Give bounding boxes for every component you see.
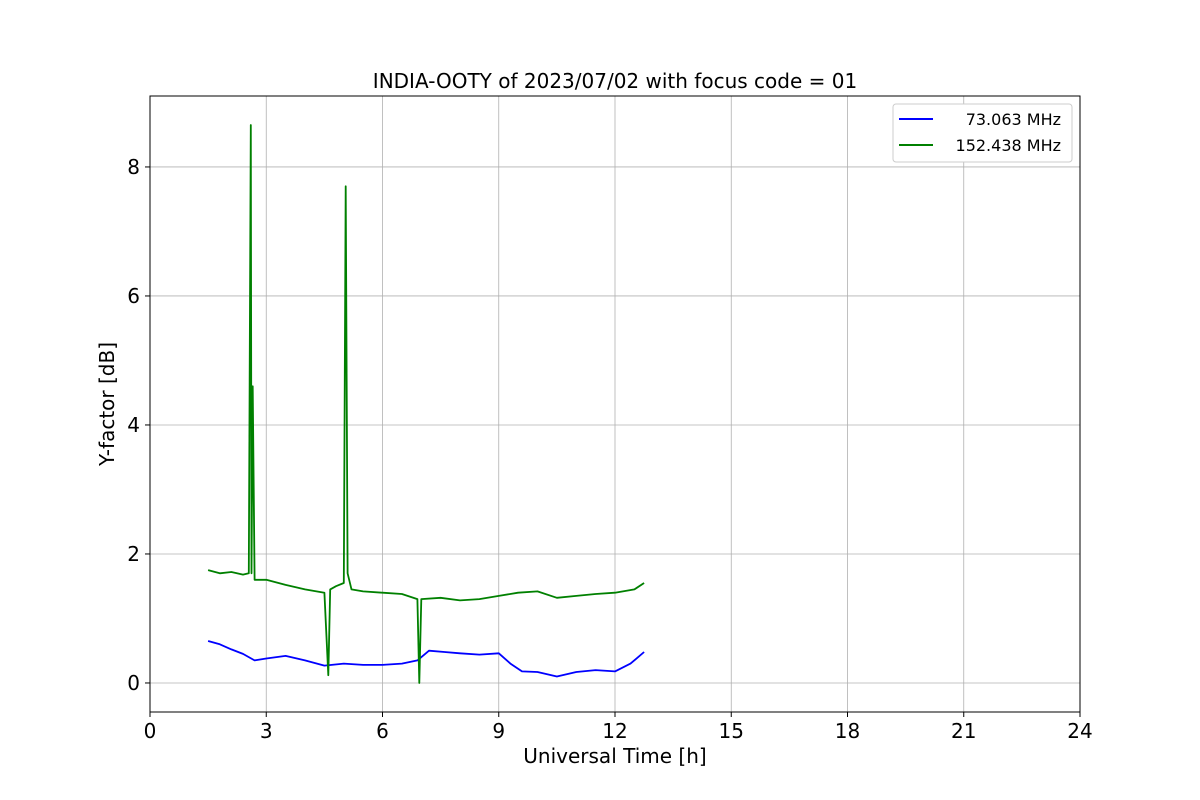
y-tick-label-4: 8: [127, 155, 140, 179]
x-tick-label-5: 15: [719, 719, 744, 743]
legend: 73.063 MHz 152.438 MHz: [892, 103, 1073, 163]
grid-lines: [149, 96, 1081, 712]
series-line-1: [207, 124, 645, 684]
x-tick-label-2: 6: [376, 719, 389, 743]
y-tick-label-3: 6: [127, 284, 140, 308]
series-line-0: [207, 640, 645, 678]
legend-label-0: 73.063 MHz: [966, 110, 1061, 129]
x-tick-label-0: 0: [144, 719, 157, 743]
legend-box: [892, 103, 1073, 163]
x-tick-label-1: 3: [260, 719, 273, 743]
x-tick-label-6: 18: [835, 719, 860, 743]
y-tick-label-0: 0: [127, 671, 140, 695]
legend-label-1: 152.438 MHz: [956, 136, 1061, 155]
x-tick-label-3: 9: [492, 719, 505, 743]
y-tick-label-1: 2: [127, 542, 140, 566]
series-layer: [207, 124, 645, 684]
x-tick-label-4: 12: [602, 719, 627, 743]
x-tick-label-8: 24: [1067, 719, 1092, 743]
x-axis-ticks: 0 3 6 9 12 15 18 21 24: [144, 712, 1093, 743]
y-axis-label: Y-factor [dB]: [95, 342, 119, 467]
x-tick-label-7: 21: [951, 719, 976, 743]
chart-title: INDIA-OOTY of 2023/07/02 with focus code…: [373, 69, 857, 93]
x-axis-label: Universal Time [h]: [523, 744, 706, 768]
y-axis-ticks: 0 2 4 6 8: [127, 155, 150, 695]
y-tick-label-2: 4: [127, 413, 140, 437]
